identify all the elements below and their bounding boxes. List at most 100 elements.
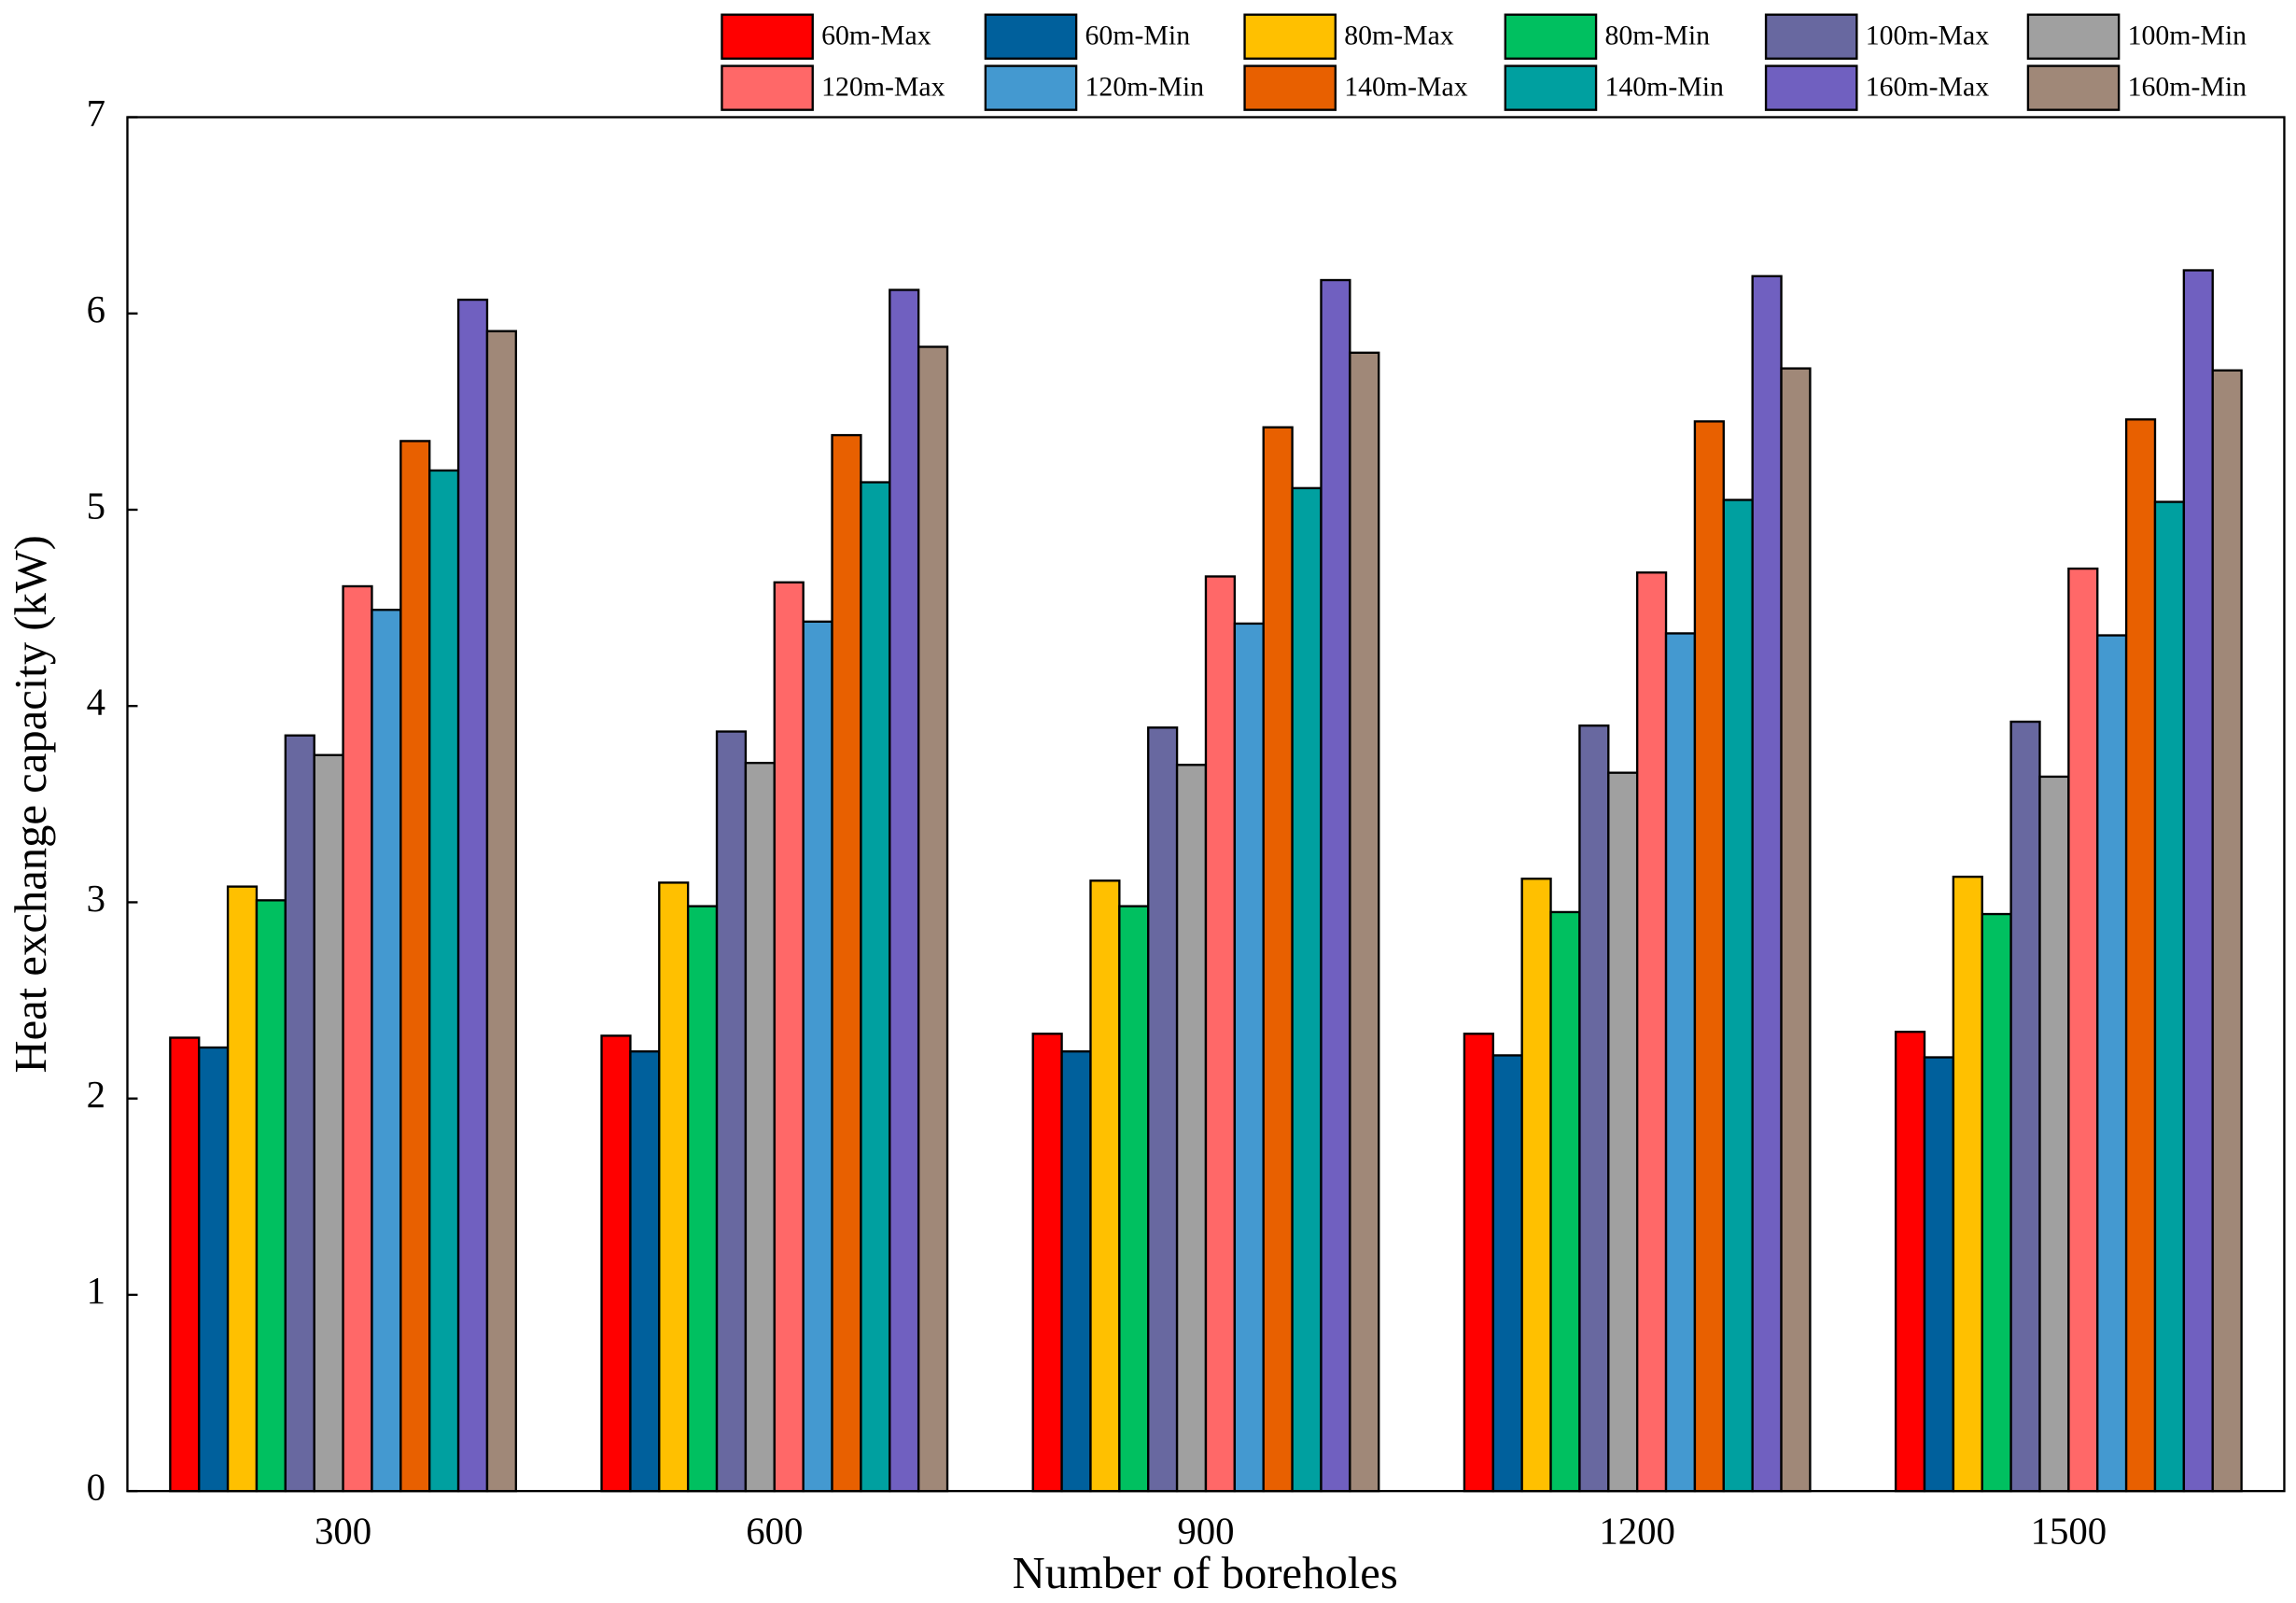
bar	[1118, 905, 1150, 1493]
legend-swatch	[984, 13, 1078, 60]
bar	[342, 584, 373, 1493]
bar	[1320, 278, 1351, 1493]
legend-swatch	[2026, 64, 2121, 111]
legend-label: 100m-Min	[2128, 21, 2247, 51]
legend-label: 80m-Min	[1604, 21, 1710, 51]
bar	[1520, 878, 1552, 1493]
bar	[1751, 274, 1783, 1493]
bar	[1578, 724, 1610, 1493]
legend-label: 60m-Min	[1085, 21, 1191, 51]
bar	[198, 1046, 230, 1493]
x-tick-label: 300	[315, 1511, 371, 1553]
bar	[1607, 771, 1639, 1493]
y-tick-label: 4	[87, 682, 105, 724]
bar	[773, 581, 805, 1493]
bar	[1894, 1031, 1926, 1493]
legend-swatch	[1764, 13, 1858, 60]
y-tick-label: 7	[87, 92, 105, 134]
x-tick-label: 600	[746, 1511, 803, 1553]
y-tick-label: 6	[87, 288, 105, 330]
legend-swatch	[721, 64, 814, 111]
bar	[1291, 486, 1323, 1493]
bar	[802, 620, 833, 1493]
bar	[485, 330, 518, 1493]
bar	[1349, 351, 1380, 1493]
legend-swatch	[1243, 13, 1337, 60]
legend-label: 80m-Max	[1344, 21, 1454, 51]
bar	[889, 288, 920, 1493]
bar	[1147, 726, 1179, 1493]
bar	[1175, 764, 1208, 1493]
x-axis-title: Number of boreholes	[1013, 1548, 1398, 1598]
bar	[860, 481, 891, 1493]
y-axis-title: Heat exchange capacity (kW)	[6, 535, 56, 1073]
bar	[1204, 575, 1237, 1493]
bar	[658, 881, 690, 1493]
bar	[744, 761, 776, 1493]
y-tick-label: 1	[87, 1270, 105, 1312]
bar	[313, 753, 344, 1493]
bar	[1780, 367, 1812, 1493]
bar	[1952, 875, 1983, 1493]
bar	[1262, 426, 1294, 1493]
legend-swatch	[1764, 64, 1858, 111]
bar	[255, 899, 287, 1493]
bar	[1031, 1033, 1063, 1493]
legend-label: 100m-Max	[1866, 21, 1990, 51]
bar	[2038, 775, 2070, 1493]
bar	[169, 1036, 201, 1493]
bar	[1635, 571, 1668, 1493]
bar	[1491, 1054, 1523, 1493]
legend-label: 160m-Min	[2128, 72, 2247, 103]
x-tick-label: 1500	[2031, 1511, 2107, 1553]
legend-swatch	[1504, 64, 1598, 111]
legend-swatch	[1504, 13, 1598, 60]
bar	[1089, 879, 1121, 1493]
bar	[2182, 269, 2214, 1493]
y-tick-label: 2	[87, 1074, 105, 1116]
legend-swatch	[2026, 13, 2121, 60]
legend-label: 140m-Min	[1604, 72, 1724, 103]
legend-label: 120m-Min	[1085, 72, 1205, 103]
bar	[2096, 634, 2128, 1493]
bar	[1981, 912, 2012, 1493]
y-tick-label: 0	[87, 1466, 105, 1508]
bar	[686, 905, 719, 1493]
bar	[399, 440, 431, 1493]
legend-swatch	[1243, 64, 1337, 111]
bar	[456, 298, 489, 1493]
bar	[428, 469, 460, 1493]
bar	[2211, 369, 2243, 1493]
bar	[1060, 1050, 1092, 1493]
bar	[600, 1034, 632, 1493]
bar	[1923, 1056, 1955, 1493]
bar	[226, 885, 259, 1493]
y-tick-label: 3	[87, 878, 105, 920]
bar	[2067, 567, 2099, 1493]
bar	[1722, 499, 1754, 1493]
legend-label: 60m-Max	[821, 21, 931, 51]
bar	[1549, 910, 1581, 1493]
bar	[2009, 720, 2041, 1493]
bar	[284, 734, 315, 1493]
bar	[1693, 420, 1725, 1493]
bar	[371, 609, 402, 1493]
bar	[1664, 632, 1697, 1493]
bar	[917, 345, 949, 1493]
x-tick-label: 900	[1177, 1511, 1234, 1553]
bar	[1233, 622, 1265, 1493]
x-tick-label: 1200	[1599, 1511, 1675, 1553]
bar	[2124, 418, 2157, 1493]
legend-label: 140m-Max	[1344, 72, 1468, 103]
y-tick-label: 5	[87, 485, 105, 527]
bar	[831, 433, 862, 1493]
bar	[1463, 1033, 1494, 1493]
bar	[629, 1050, 661, 1493]
legend-swatch	[721, 13, 814, 60]
legend-label: 120m-Max	[821, 72, 945, 103]
legend-label: 160m-Max	[1866, 72, 1990, 103]
bar	[715, 730, 748, 1493]
legend-swatch	[984, 64, 1078, 111]
